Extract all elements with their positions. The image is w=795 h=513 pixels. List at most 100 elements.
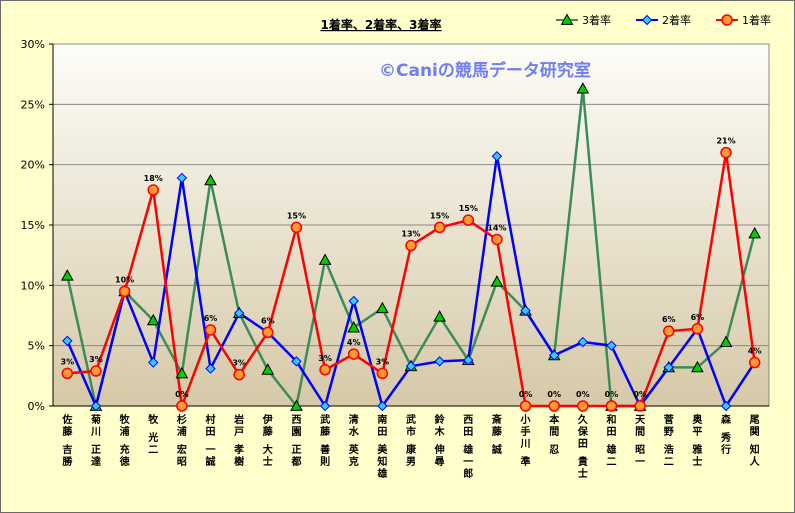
data-label: 0% bbox=[633, 390, 647, 399]
data-label: 0% bbox=[519, 390, 533, 399]
data-label: 3% bbox=[376, 357, 390, 366]
data-point bbox=[233, 368, 245, 381]
data-point bbox=[60, 269, 74, 281]
data-point bbox=[748, 226, 762, 239]
x-category-label: 岩戸孝樹 bbox=[233, 413, 244, 468]
x-category-label: 菅野浩二 bbox=[664, 413, 674, 468]
x-category-label: 久保田貴士 bbox=[577, 413, 589, 480]
x-category-label: 杉浦宏昭 bbox=[177, 413, 187, 468]
y-tick-label: 15% bbox=[21, 219, 45, 232]
data-point bbox=[347, 348, 360, 360]
legend-label: 1着率 bbox=[742, 13, 771, 27]
y-tick-label: 20% bbox=[21, 159, 45, 172]
legend-marker bbox=[641, 14, 653, 26]
x-axis-categories: 佐藤吉勝 菊川正達 牧浦充徳 牧光二 杉浦宏昭 村田一誠 岩戸孝樹 伊藤大士 西園正都 武藤善則 清… bbox=[61, 413, 760, 480]
x-category-label: 鈴木伸尋 bbox=[434, 413, 446, 468]
x-category-label: 牧光二 bbox=[147, 413, 159, 456]
data-point bbox=[118, 285, 131, 298]
data-point bbox=[605, 400, 618, 412]
data-point bbox=[577, 336, 589, 348]
data-point bbox=[433, 221, 446, 234]
x-category-label: 武藤善則 bbox=[319, 413, 331, 468]
data-point bbox=[377, 400, 388, 412]
series-markers bbox=[60, 82, 762, 412]
data-label: 15% bbox=[459, 204, 478, 213]
data-label: 4% bbox=[347, 338, 361, 347]
y-tick-label: 25% bbox=[21, 98, 45, 111]
data-label: 15% bbox=[287, 211, 306, 220]
watermark-text: ©Caniの競馬データ研究室 bbox=[379, 60, 591, 81]
data-point bbox=[90, 365, 102, 377]
data-point bbox=[663, 362, 674, 373]
data-point bbox=[463, 354, 474, 366]
data-point bbox=[520, 305, 531, 316]
y-tick-label: 10% bbox=[21, 279, 45, 292]
data-label: 3% bbox=[232, 359, 246, 368]
data-point bbox=[606, 340, 617, 351]
data-label: 15% bbox=[430, 211, 449, 220]
data-point bbox=[548, 400, 560, 412]
x-category-label: 西田雄一郎 bbox=[462, 414, 473, 480]
data-point bbox=[405, 360, 417, 372]
data-label: 0% bbox=[576, 390, 590, 399]
gridlines bbox=[49, 43, 769, 407]
x-category-label: 斎藤誠 bbox=[492, 413, 503, 456]
data-point bbox=[262, 326, 274, 339]
data-point bbox=[376, 301, 389, 314]
data-point bbox=[491, 151, 503, 162]
data-point bbox=[719, 335, 733, 347]
data-labels: 3% 3% 10% 18% 0% 6% 3% 6% 15% 3% 4% 3% 13% 15% 15% 14% 0… bbox=[61, 137, 762, 399]
data-point bbox=[147, 184, 159, 196]
data-point bbox=[490, 275, 504, 287]
x-category-label: 武市康男 bbox=[406, 413, 417, 468]
data-point bbox=[548, 350, 560, 361]
data-point bbox=[61, 367, 74, 380]
data-point bbox=[720, 146, 732, 159]
data-point bbox=[204, 173, 217, 186]
data-point bbox=[663, 325, 675, 337]
data-point bbox=[491, 233, 503, 246]
data-label: 6% bbox=[662, 315, 676, 324]
data-label: 6% bbox=[261, 316, 275, 325]
data-point bbox=[204, 324, 217, 336]
data-point bbox=[405, 239, 417, 252]
data-point bbox=[319, 400, 331, 412]
data-point bbox=[462, 214, 475, 226]
data-label: 14% bbox=[487, 223, 506, 232]
data-point bbox=[290, 221, 303, 234]
data-label: 13% bbox=[401, 230, 420, 239]
data-point bbox=[176, 172, 188, 184]
data-label: 10% bbox=[115, 275, 134, 284]
data-point bbox=[577, 400, 589, 412]
data-label: 3% bbox=[61, 357, 75, 366]
x-category-label: 和田雄二 bbox=[605, 413, 616, 468]
legend-label: 3着率 bbox=[582, 13, 611, 27]
x-category-label: 南田美知雄 bbox=[376, 413, 388, 480]
data-point bbox=[290, 399, 303, 411]
x-category-label: 本間忍 bbox=[549, 413, 560, 456]
data-point bbox=[576, 82, 590, 94]
data-point bbox=[318, 253, 332, 265]
data-point bbox=[175, 366, 189, 379]
legend: 3着率 2着率 1着率 bbox=[556, 13, 771, 27]
chart-title: 1着率、2着率、3着率 bbox=[320, 17, 441, 32]
data-point bbox=[261, 363, 275, 375]
x-category-label: 佐藤吉勝 bbox=[61, 413, 73, 468]
data-point bbox=[691, 323, 704, 335]
data-label: 0% bbox=[175, 390, 189, 399]
y-tick-label: 5% bbox=[28, 340, 45, 353]
data-point bbox=[434, 356, 445, 367]
data-point bbox=[176, 400, 188, 412]
data-label: 18% bbox=[144, 174, 163, 183]
y-tick-label: 30% bbox=[21, 38, 45, 51]
data-point bbox=[720, 400, 732, 412]
data-point bbox=[233, 307, 245, 319]
data-point bbox=[519, 400, 532, 412]
data-label: 0% bbox=[605, 390, 619, 399]
legend-marker bbox=[721, 14, 733, 26]
data-label: 6% bbox=[204, 314, 218, 323]
x-category-label: 牧浦充徳 bbox=[119, 413, 131, 468]
data-point bbox=[691, 360, 704, 373]
